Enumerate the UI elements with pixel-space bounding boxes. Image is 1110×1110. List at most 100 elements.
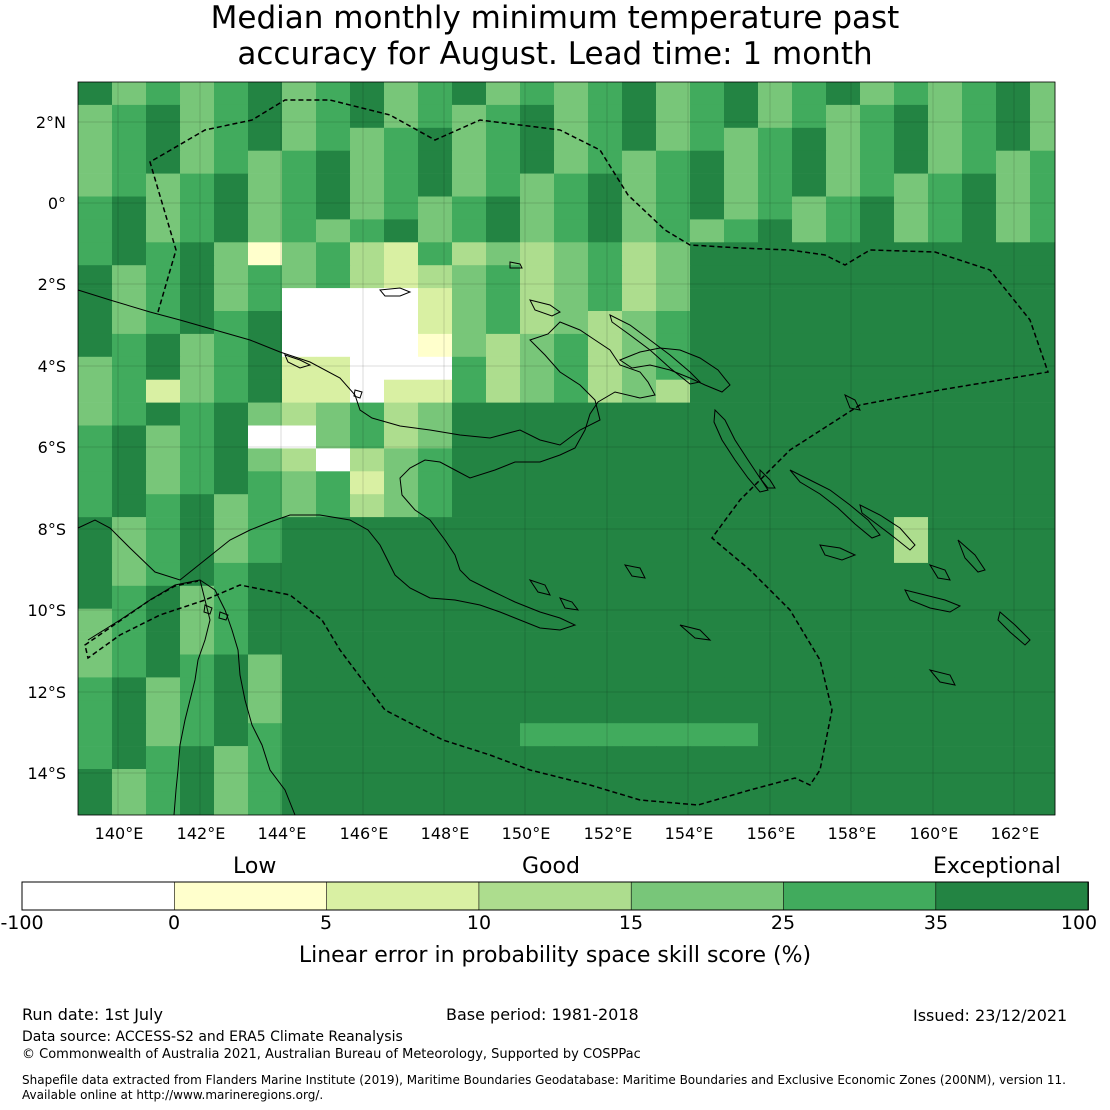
grid-cell	[248, 196, 283, 220]
grid-cell	[520, 150, 555, 174]
grid-cell	[78, 540, 113, 564]
grid-cell	[350, 585, 385, 609]
grid-cell	[962, 265, 997, 289]
grid-cell	[996, 448, 1031, 472]
grid-cell	[894, 333, 929, 358]
grid-cell	[384, 471, 419, 495]
grid-cell	[962, 127, 997, 151]
grid-cell	[384, 700, 419, 724]
grid-cell	[656, 654, 691, 678]
grid-cell	[588, 356, 623, 380]
grid-cell	[724, 402, 759, 426]
grid-cell	[894, 746, 929, 770]
grid-cell	[588, 769, 623, 793]
grid-cell	[452, 173, 487, 197]
grid-cell	[180, 425, 215, 449]
grid-cell	[928, 562, 963, 587]
grid-cell	[690, 700, 725, 724]
grid-cell	[1030, 333, 1056, 358]
grid-cell	[588, 562, 623, 587]
grid-cell	[350, 242, 385, 266]
grid-cell	[860, 723, 895, 747]
grid-cell	[860, 173, 895, 197]
grid-cell	[588, 700, 623, 724]
grid-cell	[316, 402, 351, 426]
grid-cell	[316, 677, 351, 701]
grid-cell	[826, 265, 861, 289]
grid-cell	[214, 219, 249, 243]
grid-cell	[316, 448, 351, 472]
grid-cell	[214, 82, 249, 106]
grid-cell	[996, 219, 1031, 243]
grid-cell	[792, 517, 827, 541]
colorbar-swatch	[478, 881, 632, 911]
grid-cell	[316, 769, 351, 793]
grid-cell	[146, 288, 181, 312]
grid-cell	[112, 242, 147, 266]
grid-cell	[350, 562, 385, 587]
grid-cell	[724, 173, 759, 197]
grid-cell	[962, 402, 997, 426]
grid-cell	[996, 265, 1031, 289]
grid-cell	[860, 608, 895, 632]
grid-cell	[826, 288, 861, 312]
grid-cell	[588, 517, 623, 541]
grid-cell	[962, 769, 997, 793]
grid-cell	[622, 654, 657, 678]
grid-cell	[452, 196, 487, 220]
grid-cell	[282, 265, 317, 289]
grid-cell	[588, 746, 623, 770]
grid-cell	[146, 242, 181, 266]
grid-cell	[1030, 311, 1056, 335]
lon-label-162: 162°E	[990, 824, 1040, 843]
grid-cell	[418, 448, 453, 472]
grid-cell	[792, 700, 827, 724]
grid-cell	[112, 196, 147, 220]
grid-cell	[996, 356, 1031, 380]
grid-cell	[690, 150, 725, 174]
grid-cell	[622, 517, 657, 541]
grid-cell	[792, 104, 827, 129]
grid-cell	[418, 746, 453, 770]
grid-cell	[452, 265, 487, 289]
grid-cell	[724, 311, 759, 335]
grid-cell	[350, 700, 385, 724]
grid-cell	[418, 494, 453, 518]
grid-cell	[690, 379, 725, 403]
grid-cell	[826, 311, 861, 335]
grid-cell	[588, 173, 623, 197]
grid-cell	[384, 494, 419, 518]
grid-cell	[214, 425, 249, 449]
base-period: Base period: 1981-2018	[446, 1005, 639, 1024]
grid-cell	[758, 288, 793, 312]
grid-cell	[928, 425, 963, 449]
grid-cell	[792, 471, 827, 495]
grid-cell	[860, 540, 895, 564]
grid-cell	[350, 82, 385, 106]
grid-cell	[690, 82, 725, 106]
grid-cell	[792, 608, 827, 632]
grid-cell	[894, 471, 929, 495]
grid-cell	[350, 608, 385, 632]
grid-cell	[894, 540, 929, 564]
grid-cell	[622, 127, 657, 151]
grid-cell	[554, 769, 589, 793]
grid-cell	[826, 791, 861, 816]
grid-cell	[418, 425, 453, 449]
grid-cell	[860, 425, 895, 449]
grid-cell	[384, 379, 419, 403]
grid-cell	[282, 631, 317, 655]
grid-cell	[656, 311, 691, 335]
grid-cell	[656, 677, 691, 701]
grid-cell	[248, 82, 283, 106]
grid-cell	[826, 746, 861, 770]
grid-cell	[418, 196, 453, 220]
grid-cell	[860, 150, 895, 174]
grid-cell	[180, 562, 215, 587]
grid-cell	[724, 769, 759, 793]
grid-cell	[486, 723, 521, 747]
grid-cell	[282, 333, 317, 358]
grid-cell	[690, 127, 725, 151]
grid-cell	[520, 219, 555, 243]
grid-cell	[146, 677, 181, 701]
